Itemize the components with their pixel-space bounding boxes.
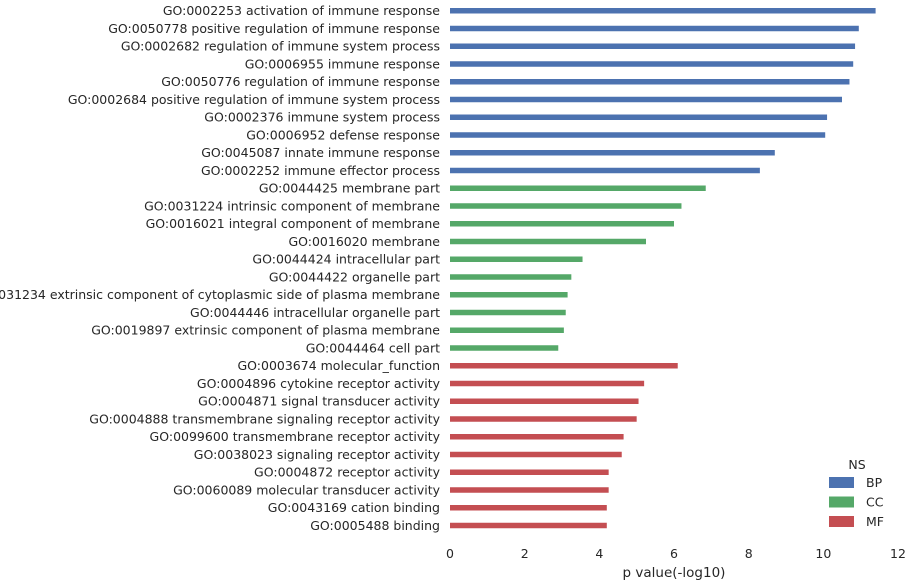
bar-bp	[450, 8, 876, 14]
bar-bp	[450, 114, 828, 120]
legend-label-mf: MF	[866, 514, 884, 529]
bar-cc	[450, 256, 583, 262]
bar-bp	[450, 61, 854, 67]
bar-mf	[450, 380, 645, 387]
bar-cc	[450, 185, 706, 191]
x-axis-title: p value(-log10)	[623, 565, 726, 581]
x-tick-label: 4	[595, 546, 603, 561]
category-label: GO:0031234 extrinsic component of cytopl…	[0, 287, 440, 302]
bar-bp	[450, 96, 842, 103]
category-label: GO:0044425 membrane part	[259, 181, 440, 196]
bar-mf	[450, 469, 609, 475]
bar-mf	[450, 416, 637, 422]
x-tick-label: 8	[745, 546, 753, 561]
legend-swatch-cc	[829, 496, 854, 508]
category-label: GO:0002682 regulation of immune system p…	[121, 39, 440, 54]
category-label: GO:0044464 cell part	[306, 340, 440, 355]
category-label: GO:0004872 receptor activity	[254, 465, 441, 480]
category-label: GO:0038023 signaling receptor activity	[194, 447, 441, 462]
bar-cc	[450, 345, 559, 351]
category-label: GO:0045087 innate immune response	[201, 145, 440, 160]
category-label: GO:0004888 transmembrane signaling recep…	[89, 411, 440, 426]
x-tick-label: 0	[446, 546, 454, 561]
x-axis-ticks-layer: 0 2 4 6 8 10 12	[446, 546, 906, 561]
category-label: GO:0016020 membrane	[288, 234, 440, 249]
legend-title: NS	[848, 457, 865, 472]
bar-mf	[450, 487, 609, 493]
category-label: GO:0044424 intracellular part	[252, 252, 440, 267]
bar-cc	[450, 203, 682, 209]
x-tick-label: 10	[815, 546, 831, 561]
bar-mf	[450, 398, 639, 404]
category-label: GO:0050776 regulation of immune response	[161, 74, 440, 89]
x-tick-label: 12	[890, 546, 906, 561]
category-label: GO:0050778 positive regulation of immune…	[108, 21, 440, 36]
category-labels-layer: GO:0002253 activation of immune response…	[0, 3, 441, 533]
category-label: GO:0031224 intrinsic component of membra…	[144, 198, 440, 213]
bar-mf	[450, 363, 678, 369]
legend-label-bp: BP	[866, 475, 883, 490]
bar-bp	[450, 167, 760, 174]
bars-layer	[450, 8, 876, 529]
category-label: GO:0002684 positive regulation of immune…	[68, 92, 440, 107]
category-label: GO:0002376 immune system process	[204, 110, 440, 125]
bar-bp	[450, 43, 856, 49]
category-label: GO:0006952 defense response	[246, 127, 440, 142]
category-label: GO:0016021 integral component of membran…	[146, 216, 441, 231]
category-label: GO:0099600 transmembrane receptor activi…	[150, 429, 441, 444]
bar-bp	[450, 25, 859, 32]
bar-bp	[450, 150, 775, 156]
x-tick-label: 2	[521, 546, 529, 561]
bar-mf	[450, 434, 624, 440]
x-tick-label: 6	[670, 546, 678, 561]
category-label: GO:0002252 immune effector process	[201, 163, 440, 178]
bar-cc	[450, 292, 568, 298]
category-label: GO:0006955 immune response	[245, 56, 441, 71]
bar-cc	[450, 327, 564, 333]
bar-mf	[450, 451, 622, 458]
legend-swatch-mf	[829, 516, 854, 527]
category-label: GO:0044446 intracellular organelle part	[190, 305, 440, 320]
category-label: GO:0044422 organelle part	[269, 269, 440, 284]
bar-cc	[450, 238, 646, 245]
bar-bp	[450, 132, 826, 138]
category-label: GO:0043169 cation binding	[268, 500, 440, 515]
category-label: GO:0002253 activation of immune response	[163, 3, 440, 18]
bar-cc	[450, 309, 566, 316]
legend-label-cc: CC	[866, 495, 884, 510]
bar-mf	[450, 522, 607, 529]
bar-mf	[450, 505, 607, 511]
category-label: GO:0060089 molecular transducer activity	[173, 482, 441, 497]
bar-cc	[450, 221, 674, 227]
bar-cc	[450, 274, 572, 280]
category-label: GO:0019897 extrinsic component of plasma…	[91, 323, 440, 338]
category-label: GO:0003674 molecular_function	[237, 358, 440, 373]
legend: NS BP CC MF	[829, 457, 884, 529]
bar-bp	[450, 79, 850, 85]
category-label: GO:0004896 cytokine receptor activity	[197, 376, 441, 391]
legend-swatch-bp	[829, 477, 854, 488]
category-label: GO:0005488 binding	[310, 518, 440, 533]
category-label: GO:0004871 signal transducer activity	[198, 394, 440, 409]
